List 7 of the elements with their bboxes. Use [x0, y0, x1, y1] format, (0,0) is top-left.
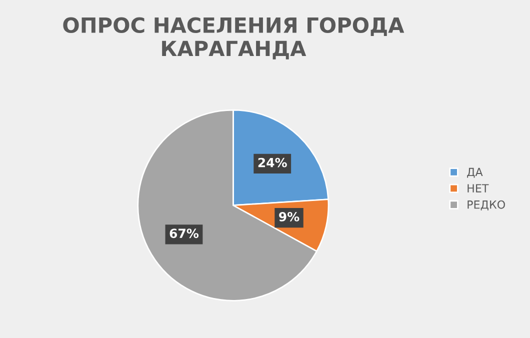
legend-label: ДА [467, 168, 483, 178]
data-label: 24% [258, 158, 287, 168]
chart-title: ОПРОС НАСЕЛЕНИЯ ГОРОДА КАРАГАНДА [63, 17, 404, 60]
data-label: 9% [279, 212, 300, 222]
data-label: 67% [170, 228, 199, 238]
legend-label: РЕДКО [468, 200, 505, 210]
legend-label: НЕТ [468, 184, 489, 192]
